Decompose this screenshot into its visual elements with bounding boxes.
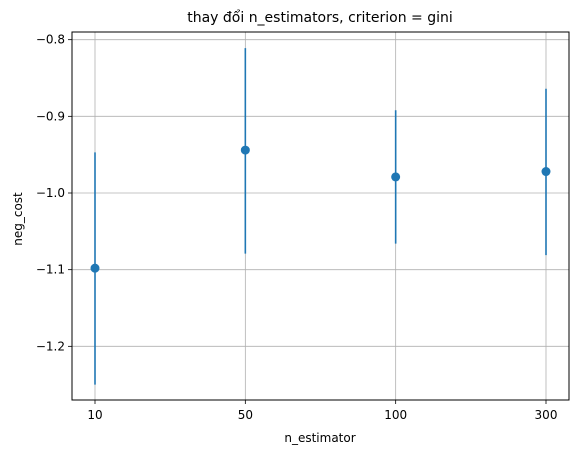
chart-title: thay đổi n_estimators, criterion = gini bbox=[187, 9, 453, 26]
x-tick-label: 300 bbox=[535, 408, 558, 422]
x-tick-label: 100 bbox=[384, 408, 407, 422]
y-tick-label: −1.0 bbox=[36, 186, 65, 200]
plot-frame bbox=[71, 31, 570, 401]
y-tick-label: −0.9 bbox=[36, 109, 65, 123]
x-axis-label: n_estimator bbox=[284, 431, 355, 445]
y-axis-label: neg_cost bbox=[11, 192, 25, 246]
x-tick-label: 10 bbox=[87, 408, 102, 422]
axis-ticks: 10 50 100 300 −1.2 −1.1 −1.0 −0.9 −0.8 bbox=[36, 33, 558, 422]
data-point bbox=[90, 263, 100, 273]
y-tick-label: −1.1 bbox=[36, 263, 65, 277]
data-point bbox=[240, 145, 250, 155]
data-point bbox=[541, 167, 551, 177]
y-tick-label: −0.8 bbox=[36, 33, 65, 47]
y-tick-label: −1.2 bbox=[36, 339, 65, 353]
data-points bbox=[90, 145, 551, 273]
x-tick-label: 50 bbox=[238, 408, 253, 422]
data-point bbox=[391, 172, 401, 182]
